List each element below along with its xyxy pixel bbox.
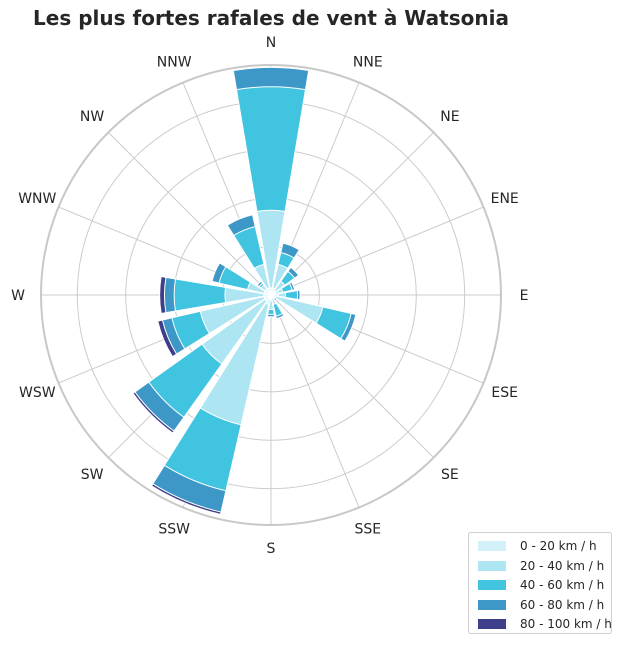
direction-label-sw: SW (81, 467, 104, 483)
direction-label-ene: ENE (491, 191, 519, 207)
legend-label: 20 - 40 km / h (520, 558, 605, 573)
bar-w-series-1 (224, 286, 272, 304)
legend-item: 40 - 60 km / h (478, 578, 604, 592)
legend-item: 80 - 100 km / h (478, 617, 612, 631)
chart-title: Les plus fortes rafales de vent à Watson… (33, 6, 509, 30)
direction-label-wnw: WNW (18, 191, 56, 207)
direction-label-nw: NW (80, 109, 104, 125)
legend-label: 40 - 60 km / h (520, 578, 605, 592)
direction-labels: N NNE NE ENE E ESE SE SSE S SSW SW WSW W WNW NW NNW (11, 35, 528, 557)
legend-swatch (478, 541, 506, 551)
legend-swatch (478, 619, 506, 629)
bar-s-series-1 (268, 294, 274, 311)
legend-item: 20 - 40 km / h (478, 559, 604, 573)
grid-spoke (270, 294, 434, 458)
bar-e-series-0 (270, 293, 279, 297)
bar-w-series-2 (173, 278, 272, 312)
direction-label-e: E (520, 288, 529, 304)
bar-n-series-1 (256, 209, 286, 296)
bar-nne-series-1 (270, 263, 289, 296)
direction-label-sse: SSE (354, 522, 381, 538)
direction-label-nnw: NNW (157, 54, 192, 70)
legend-swatch (478, 560, 506, 571)
direction-label-n: N (266, 35, 276, 51)
legend-label: 60 - 80 km / h (520, 597, 605, 612)
bar-n-series-2 (235, 86, 307, 296)
direction-label-se: SE (441, 467, 459, 483)
grid-spoke (270, 132, 434, 296)
legend-swatch (478, 599, 506, 610)
grid-spoke (270, 206, 484, 296)
legend: 0 - 20 km / h 20 - 40 km / h 40 - 60 km / … (468, 532, 612, 634)
bar-ssw-series-1 (199, 294, 272, 426)
legend-item: 0 - 20 km / h (478, 539, 597, 553)
wind-bars (132, 66, 357, 516)
direction-label-ese: ESE (491, 385, 518, 401)
legend-swatch (478, 580, 506, 590)
direction-label-nne: NNE (353, 54, 383, 70)
legend-label: 80 - 100 km / h (520, 617, 612, 631)
bar-ese-series-1 (270, 294, 324, 324)
grid-spoke (108, 132, 272, 296)
direction-label-ne: NE (440, 109, 459, 125)
bar-nnw-series-0 (266, 287, 272, 296)
direction-label-ssw: SSW (158, 522, 190, 538)
legend-label: 0 - 20 km / h (520, 539, 597, 553)
grid-outer-ring (40, 64, 502, 526)
direction-label-s: S (267, 541, 276, 557)
direction-label-wsw: WSW (19, 385, 56, 401)
direction-label-w: W (11, 288, 25, 304)
bar-wsw-series-1 (199, 294, 272, 335)
bar-nnw-series-1 (253, 263, 272, 296)
grid-spoke (270, 294, 360, 508)
bar-sw-series-1 (201, 294, 272, 365)
legend-item: 60 - 80 km / h (478, 598, 604, 612)
